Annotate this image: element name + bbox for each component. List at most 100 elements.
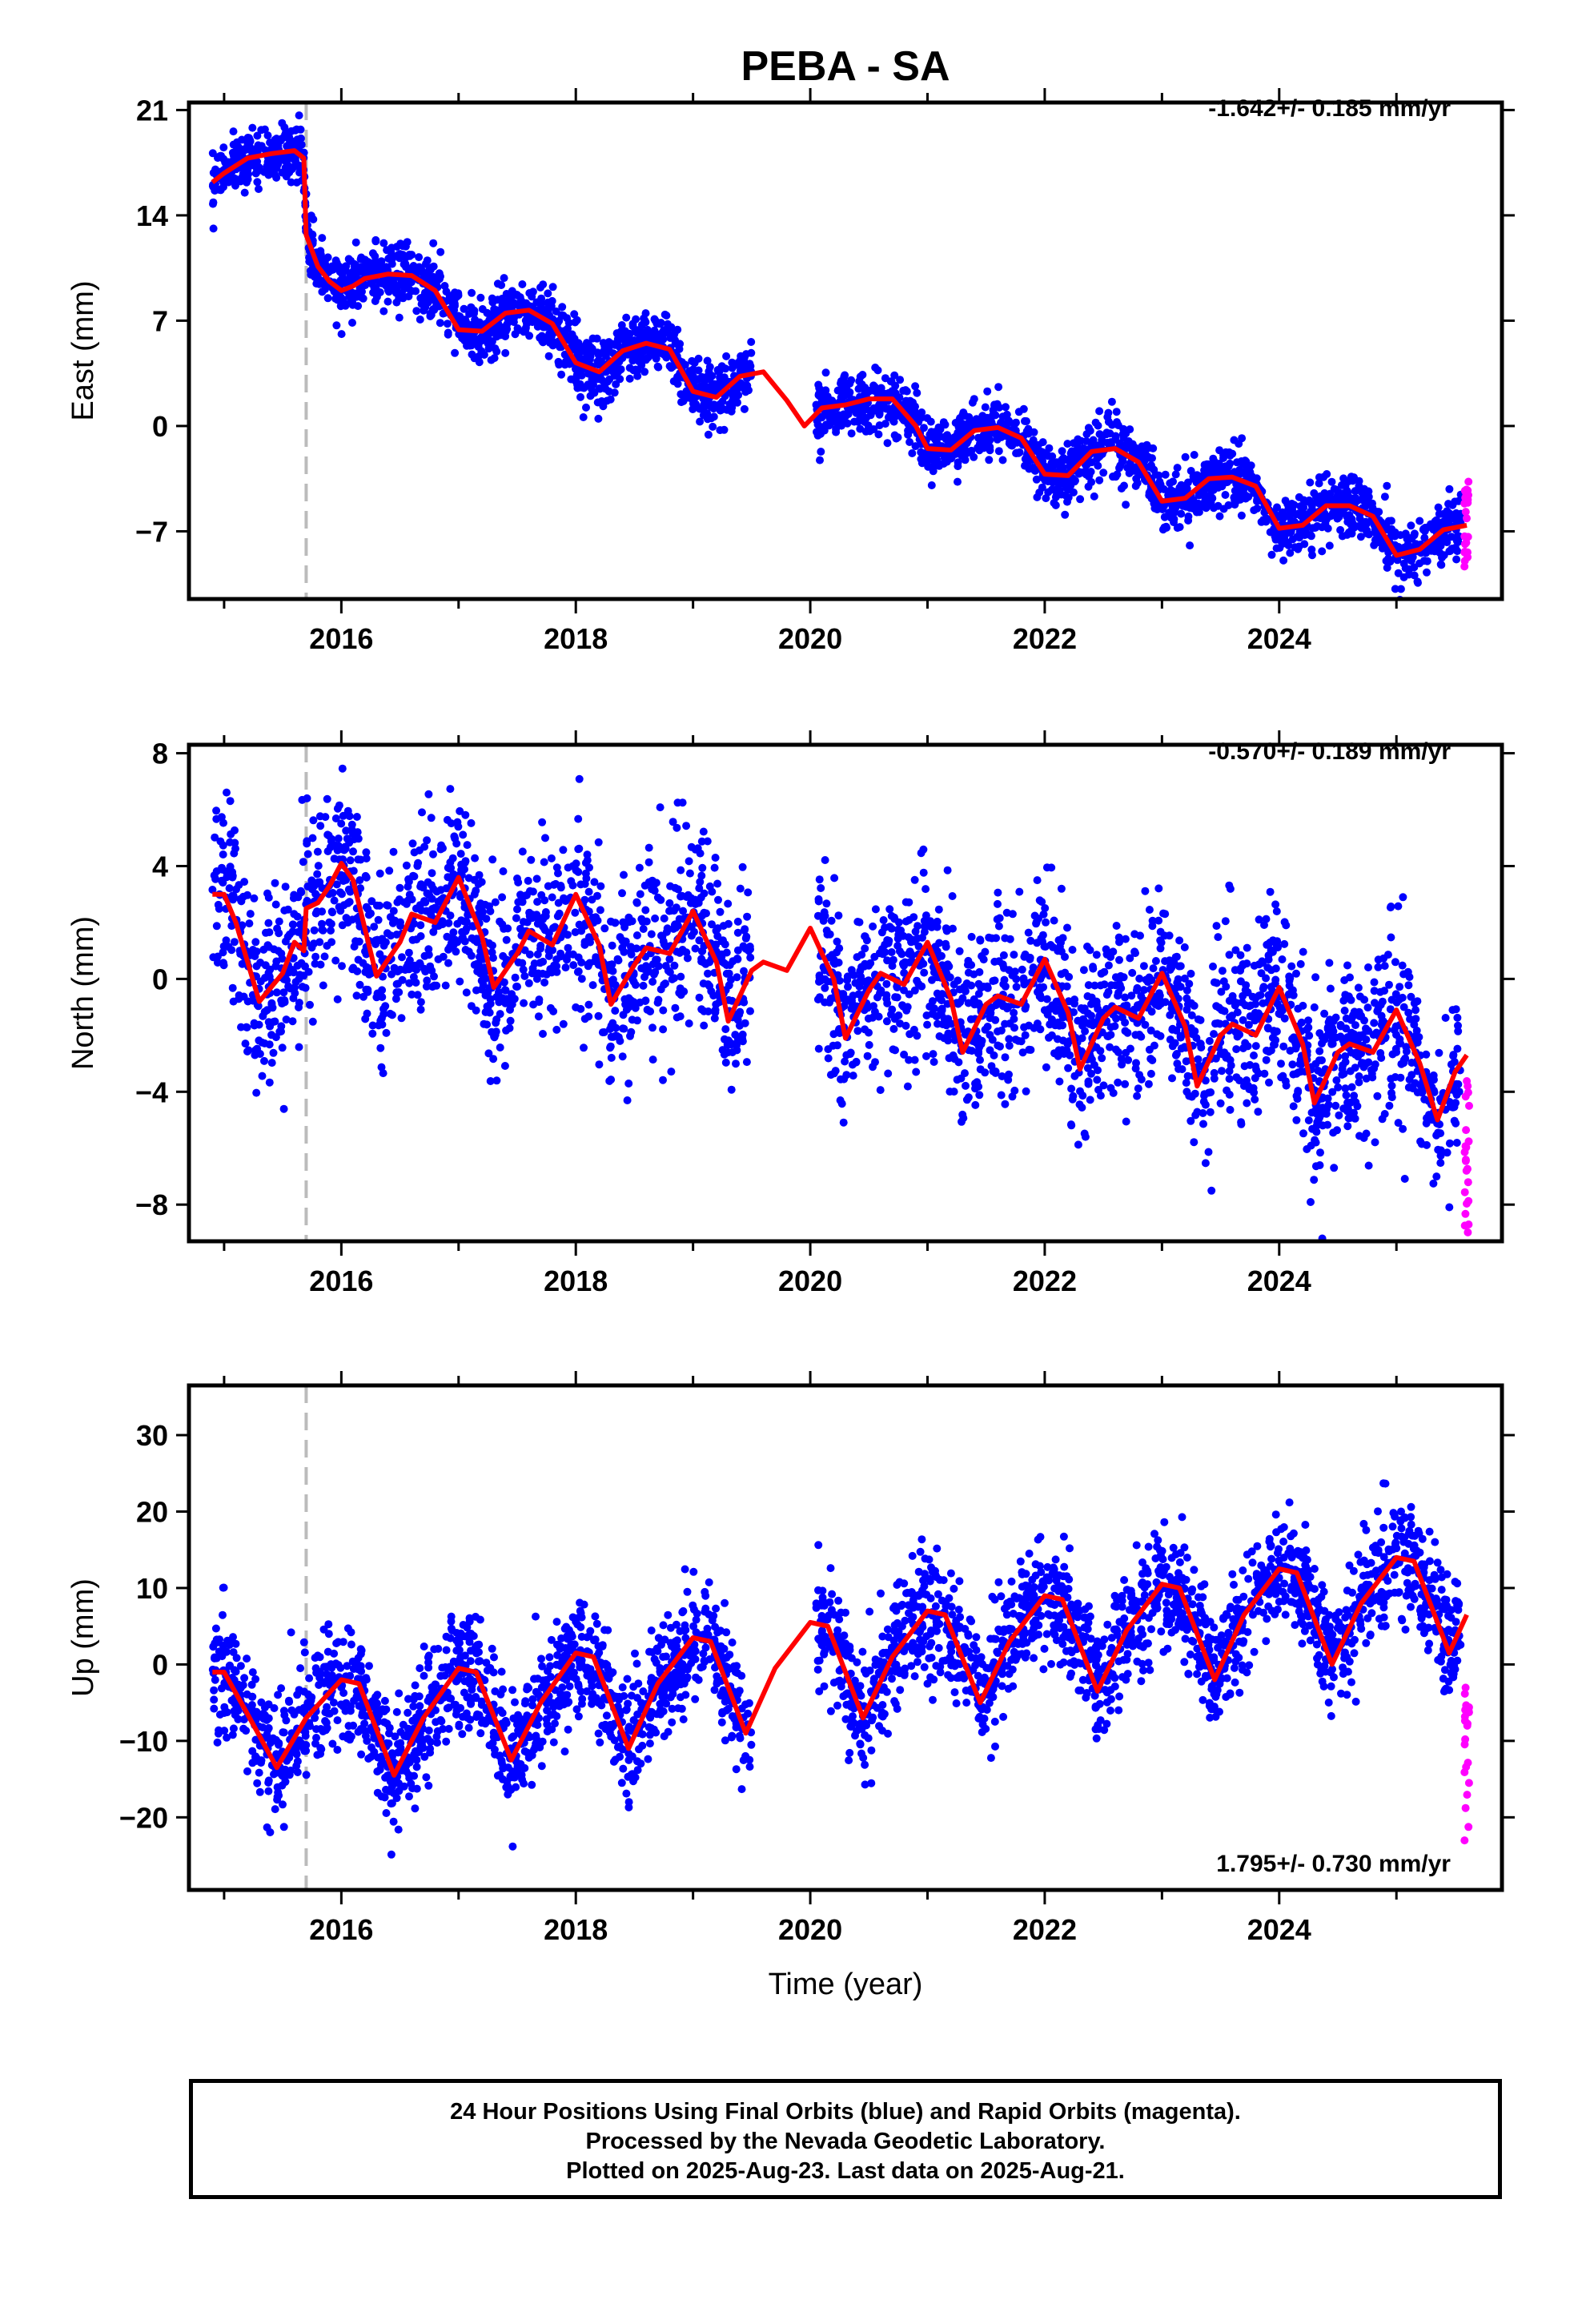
data-point	[230, 849, 239, 858]
data-point	[921, 885, 930, 894]
data-point	[571, 318, 580, 327]
data-point	[413, 991, 422, 999]
data-point	[1005, 966, 1014, 975]
data-point	[616, 328, 625, 336]
data-point	[387, 970, 396, 979]
data-point	[1001, 1019, 1010, 1028]
data-point	[334, 834, 343, 843]
data-point	[865, 1040, 873, 1049]
data-point	[225, 884, 234, 893]
data-point	[694, 354, 703, 363]
data-point	[608, 967, 617, 975]
data-point	[517, 296, 525, 305]
data-point	[420, 842, 429, 851]
data-point	[953, 1076, 962, 1084]
data-point	[339, 846, 348, 854]
data-point	[682, 387, 691, 396]
data-point	[934, 423, 943, 432]
data-point	[521, 324, 530, 332]
data-point	[525, 908, 534, 917]
data-point	[1131, 481, 1140, 490]
data-point	[264, 893, 273, 902]
data-point	[733, 946, 742, 955]
data-point	[648, 1055, 657, 1064]
data-point	[428, 967, 436, 975]
data-point	[1030, 911, 1039, 920]
data-point	[861, 959, 869, 968]
data-point	[1219, 479, 1227, 488]
data-point	[328, 908, 337, 917]
data-point	[1447, 533, 1456, 541]
data-point	[722, 352, 731, 360]
data-point	[635, 863, 644, 872]
data-point	[881, 940, 889, 949]
data-point	[1415, 517, 1424, 525]
data-point	[919, 959, 928, 968]
data-point	[222, 867, 231, 876]
data-point	[1340, 493, 1349, 501]
data-point	[1334, 490, 1342, 499]
data-point	[998, 456, 1007, 464]
data-point	[1008, 441, 1017, 450]
data-point	[822, 927, 831, 935]
data-point	[330, 896, 339, 905]
data-point	[540, 978, 549, 987]
data-point	[338, 921, 347, 930]
data-point	[417, 882, 426, 890]
data-point	[472, 887, 480, 895]
data-point	[486, 1077, 495, 1085]
data-point	[662, 312, 671, 320]
data-point	[337, 330, 346, 339]
data-point	[1019, 404, 1028, 413]
data-point	[988, 1035, 997, 1044]
data-point	[1170, 518, 1178, 527]
data-point	[1000, 1002, 1009, 1010]
data-point	[580, 895, 589, 904]
data-point	[253, 178, 262, 187]
data-point	[471, 854, 480, 862]
data-point	[975, 1091, 984, 1100]
data-point	[307, 876, 316, 885]
data-point	[627, 950, 636, 959]
data-point	[711, 854, 720, 862]
data-point	[307, 271, 315, 279]
data-point	[584, 1000, 593, 1009]
data-point	[1226, 459, 1235, 468]
data-point	[373, 935, 382, 944]
data-point	[256, 977, 265, 986]
data-point	[339, 811, 347, 820]
data-point	[554, 869, 562, 878]
data-point	[1008, 910, 1017, 919]
data-point	[332, 259, 341, 267]
data-point	[610, 388, 619, 397]
data-point	[747, 338, 756, 346]
data-point	[349, 289, 358, 298]
data-point	[513, 983, 521, 991]
data-point	[998, 1072, 1006, 1080]
data-point	[484, 1003, 492, 1012]
data-point	[713, 879, 722, 888]
data-point	[724, 899, 733, 908]
data-point	[1315, 479, 1323, 488]
data-point	[371, 235, 380, 244]
data-point	[564, 863, 572, 872]
data-point	[869, 922, 877, 931]
data-point	[279, 988, 288, 997]
data-point	[671, 1003, 680, 1012]
data-point	[585, 343, 594, 352]
data-point	[427, 814, 436, 822]
data-point	[263, 131, 272, 140]
data-point	[821, 368, 830, 377]
data-point	[544, 929, 553, 938]
data-point	[228, 176, 237, 185]
data-point	[619, 1024, 627, 1033]
data-point	[571, 928, 580, 936]
data-point	[695, 936, 704, 945]
data-point	[971, 1100, 980, 1109]
data-point	[727, 407, 736, 416]
data-point	[1171, 470, 1180, 479]
data-point	[1099, 468, 1108, 477]
data-point	[624, 350, 632, 359]
data-point	[736, 1007, 745, 1016]
data-point	[733, 928, 742, 937]
